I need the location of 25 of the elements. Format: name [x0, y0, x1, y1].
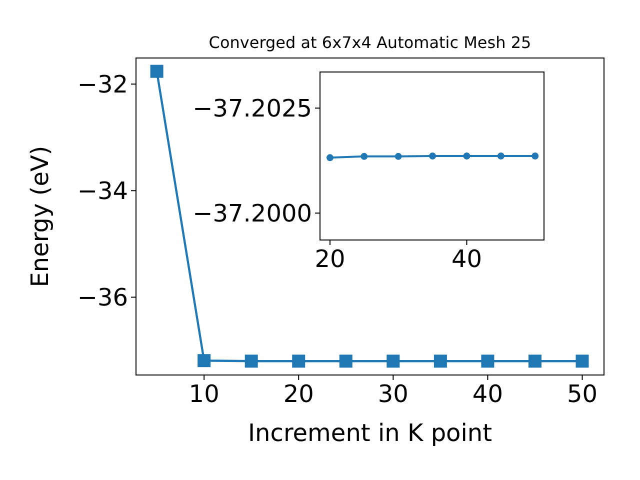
point: [434, 354, 447, 368]
point: [481, 354, 494, 368]
y-tick-label: −36: [77, 284, 128, 312]
x-tick-label: 40: [451, 245, 482, 274]
x-tick-label: 10: [188, 380, 220, 408]
x-tick-label: 50: [566, 380, 598, 408]
chart-title: Converged at 6x7x4 Automatic Mesh 25: [208, 33, 532, 52]
point: [339, 354, 352, 368]
point: [150, 64, 164, 78]
point: [386, 354, 400, 368]
point: [528, 354, 542, 368]
point: [576, 354, 589, 368]
y-tick-label: −34: [77, 177, 128, 206]
y-tick-label: −37.2025: [192, 94, 312, 123]
x-axis-title: Increment in K point: [248, 419, 492, 447]
x-tick-label: 40: [472, 380, 503, 408]
point: [244, 354, 258, 368]
x-tick-label: 20: [283, 380, 314, 408]
y-tick-label: −37.2000: [192, 200, 312, 228]
y-axis-title: Energy (eV): [26, 146, 54, 288]
point: [198, 354, 211, 368]
point: [292, 354, 306, 368]
x-tick-label: 30: [378, 380, 408, 408]
x-tick-label: 20: [314, 245, 346, 274]
y-tick-label: −32: [77, 70, 128, 99]
